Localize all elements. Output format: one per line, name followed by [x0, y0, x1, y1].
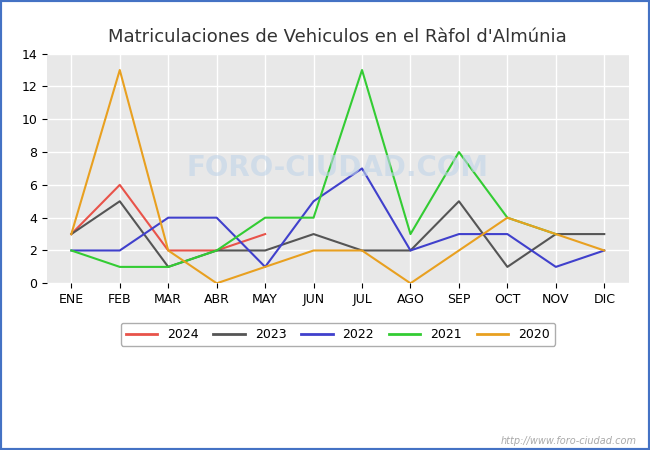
- Text: FORO-CIUDAD.COM: FORO-CIUDAD.COM: [187, 154, 489, 182]
- Legend: 2024, 2023, 2022, 2021, 2020: 2024, 2023, 2022, 2021, 2020: [120, 323, 555, 346]
- Text: http://www.foro-ciudad.com: http://www.foro-ciudad.com: [501, 436, 637, 446]
- Title: Matriculaciones de Vehiculos en el Ràfol d'Almúnia: Matriculaciones de Vehiculos en el Ràfol…: [109, 28, 567, 46]
